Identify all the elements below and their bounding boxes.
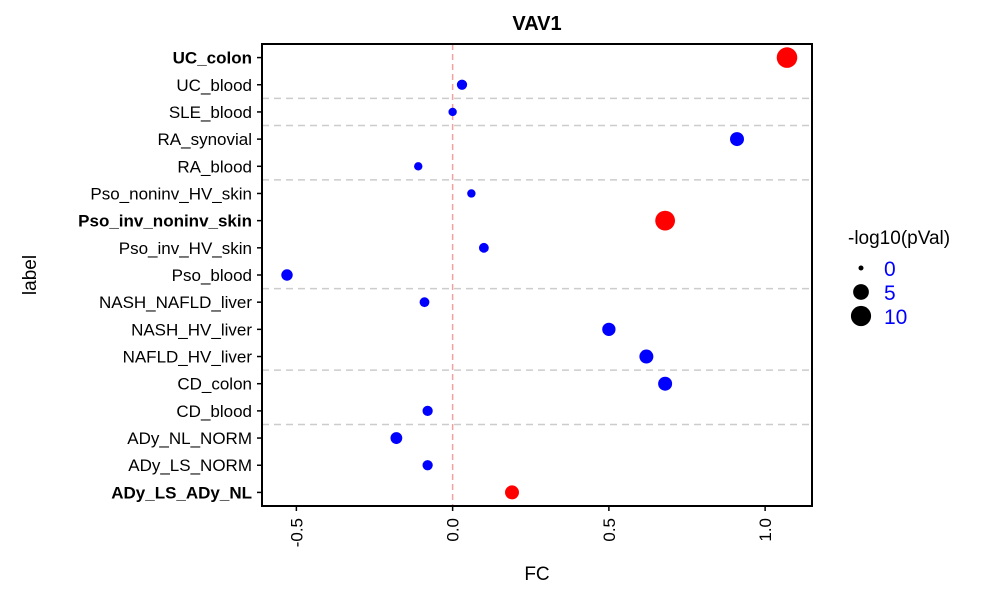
legend-key-0 [858, 265, 864, 271]
legend-label: 5 [884, 282, 896, 305]
y-tick-label: Pso_noninv_HV_skin [90, 184, 252, 203]
y-tick-label: NASH_NAFLD_liver [99, 293, 252, 312]
x-tick-label: 0.0 [444, 518, 463, 542]
y-tick-label: CD_blood [176, 402, 252, 421]
data-point-nafld-hv-liver [639, 349, 654, 364]
y-tick-label: Pso_inv_noninv_skin [78, 212, 252, 231]
data-point-pso-inv-hv-skin [478, 242, 489, 253]
y-tick-label: RA_synovial [158, 130, 253, 149]
data-point-ra-synovial [730, 132, 744, 147]
legend-label: 10 [884, 306, 907, 329]
data-point-sle-blood [448, 107, 457, 117]
legend-label: 0 [884, 258, 896, 281]
x-tick-label: 0.5 [600, 518, 619, 542]
legend-key-5 [853, 284, 869, 300]
data-point-ady-ls-ady-nl [505, 485, 519, 500]
y-axis-title: label [20, 255, 41, 295]
x-tick-label: 1.0 [756, 518, 775, 542]
y-tick-label: ADy_LS_NORM [128, 456, 252, 475]
data-point-uc-colon [776, 47, 798, 68]
data-point-cd-colon [658, 376, 673, 391]
x-axis-ticks: -0.5 0.0 0.5 1.0 [287, 506, 775, 547]
data-point-nash-hv-liver [602, 322, 616, 337]
legend-title: -log10(pVal) [848, 228, 950, 249]
y-tick-label: RA_blood [177, 157, 252, 176]
y-tick-label: ADy_LS_ADy_NL [111, 483, 252, 502]
x-axis-title: FC [524, 564, 549, 585]
data-point-pso-blood [281, 269, 293, 281]
y-tick-label: Pso_inv_HV_skin [119, 239, 252, 258]
data-point-cd-blood [422, 405, 433, 417]
data-point-ady-ls-norm [422, 460, 433, 471]
data-point-ady-nl-norm [390, 432, 403, 444]
data-point-ra-blood [414, 162, 423, 171]
chart-title: VAV1 [512, 13, 561, 35]
y-tick-label: NASH_HV_liver [131, 320, 252, 339]
x-tick-label: -0.5 [287, 518, 306, 547]
y-tick-label: Pso_blood [172, 266, 252, 285]
data-point-nash-nafld-liver [419, 297, 430, 308]
y-tick-label: CD_colon [177, 375, 252, 394]
data-point-pso-noninv-hv-skin [467, 189, 476, 198]
data-point-uc-blood [456, 79, 468, 90]
y-tick-label: UC_blood [176, 76, 252, 95]
y-axis-ticks: UC_colon UC_blood SLE_blood RA_synovial RA_b… [78, 49, 262, 502]
data-points [281, 47, 798, 500]
data-point-pso-inv-noninv-skin [655, 210, 676, 231]
y-tick-label: NAFLD_HV_liver [123, 348, 253, 367]
y-tick-label: ADy_NL_NORM [127, 429, 252, 448]
legend-key-10 [850, 305, 872, 327]
y-tick-label: UC_colon [173, 49, 252, 68]
group-separators [262, 97, 812, 426]
plot-panel-border [261, 43, 813, 507]
y-tick-label: SLE_blood [169, 103, 252, 122]
